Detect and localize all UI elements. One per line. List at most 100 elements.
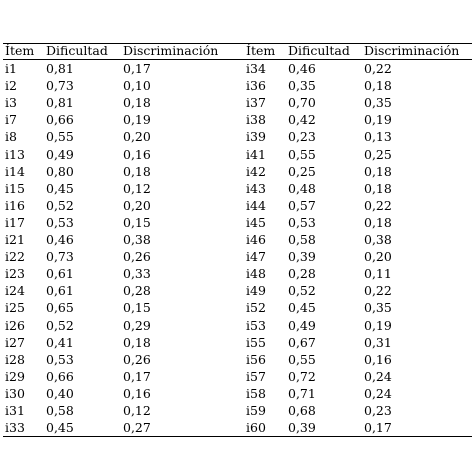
table-cell: 0,28 <box>123 283 151 299</box>
table-cell: 0,52 <box>288 283 316 299</box>
table-cell: i59 <box>246 403 266 418</box>
table-cell: 0,28 <box>288 266 316 282</box>
table-cell: 0,38 <box>364 232 392 247</box>
table-cell: 0,35 <box>288 78 316 94</box>
table-cell: i34 <box>246 61 266 76</box>
table-cell: 0,26 <box>123 249 151 265</box>
table-cell: 0,18 <box>123 95 151 111</box>
table-cell: 0,72 <box>288 368 316 384</box>
table-cell: 0,66 <box>46 368 74 384</box>
table-cell: 0,24 <box>364 385 392 401</box>
table-cell: i16 <box>5 197 25 213</box>
table-cell: 0,49 <box>46 146 74 162</box>
header-cell: Ítem <box>246 43 276 58</box>
table-cell: i57 <box>246 368 266 384</box>
table-cell: i39 <box>246 129 266 145</box>
table-cell: 0,25 <box>364 146 392 162</box>
table-cell: 0,17 <box>123 368 151 384</box>
table-cell: 0,18 <box>123 163 151 179</box>
table-cell: 0,16 <box>123 385 151 401</box>
table-cell: 0,35 <box>364 95 392 111</box>
table-cell: 0,53 <box>46 214 74 230</box>
table-cell: 0,20 <box>123 129 151 145</box>
table-cell: 0,55 <box>288 146 316 162</box>
table-cell: i44 <box>246 197 266 213</box>
table-cell: 0,52 <box>46 197 74 213</box>
table-cell: 0,80 <box>46 163 74 179</box>
table-cell: i29 <box>5 368 25 384</box>
table-cell: 0,38 <box>123 232 151 247</box>
table-cell: i33 <box>5 420 25 436</box>
table-cell: 0,73 <box>46 249 74 265</box>
table-cell: 0,55 <box>288 351 316 367</box>
table-cell: i7 <box>5 112 17 128</box>
table-cell: 0,18 <box>364 163 392 179</box>
table-cell: 0,65 <box>46 300 74 316</box>
table-cell: 0,23 <box>364 403 392 418</box>
table-cell: i48 <box>246 266 266 282</box>
table-cell: 0,61 <box>46 283 74 299</box>
table-cell: 0,46 <box>288 61 316 76</box>
table-cell: 0,52 <box>46 317 74 333</box>
table-cell: 0,39 <box>288 420 316 436</box>
table-cell: i36 <box>246 78 266 94</box>
table-cell: 0,48 <box>288 180 316 196</box>
table-cell: 0,15 <box>123 214 151 230</box>
table-cell: i53 <box>246 317 266 333</box>
table-cell: i45 <box>246 214 266 230</box>
table-cell: 0,57 <box>288 197 316 213</box>
table-cell: 0,12 <box>123 403 151 418</box>
table-cell: i60 <box>246 420 266 436</box>
table-cell: 0,58 <box>46 403 74 418</box>
table-cell: 0,66 <box>46 112 74 128</box>
header-cell: Dificultad <box>46 43 108 58</box>
table-cell: 0,45 <box>46 180 74 196</box>
table-cell: 0,19 <box>364 317 392 333</box>
table-cell: 0,23 <box>288 129 316 145</box>
table-cell: i22 <box>5 249 25 265</box>
table-cell: i30 <box>5 385 25 401</box>
table-cell: 0,55 <box>46 129 74 145</box>
table-cell: 0,67 <box>288 334 316 350</box>
table-cell: 0,24 <box>364 368 392 384</box>
table-cell: 0,29 <box>123 317 151 333</box>
bottom-rule <box>3 436 472 437</box>
table-cell: i58 <box>246 385 266 401</box>
table-cell: i15 <box>5 180 25 196</box>
top-rule <box>3 43 472 44</box>
table-cell: i41 <box>246 146 266 162</box>
table-cell: 0,39 <box>288 249 316 265</box>
table-cell: 0,18 <box>123 334 151 350</box>
table-cell: i26 <box>5 317 25 333</box>
header-cell: Discriminación <box>123 43 219 58</box>
table-cell: i42 <box>246 163 266 179</box>
table-cell: i52 <box>246 300 266 316</box>
table-cell: i27 <box>5 334 25 350</box>
table-cell: i14 <box>5 163 25 179</box>
table-cell: 0,18 <box>364 78 392 94</box>
table-cell: 0,46 <box>46 232 74 247</box>
header-rule <box>3 59 472 60</box>
table-cell: 0,31 <box>364 334 392 350</box>
table-cell: 0,15 <box>123 300 151 316</box>
table-cell: 0,61 <box>46 266 74 282</box>
table-cell: i13 <box>5 146 25 162</box>
header-cell: Discriminación <box>364 43 460 58</box>
table-cell: 0,81 <box>46 61 74 76</box>
table-cell: 0,41 <box>46 334 74 350</box>
table-cell: 0,71 <box>288 385 316 401</box>
table-cell: 0,40 <box>46 385 74 401</box>
table-cell: 0,53 <box>288 214 316 230</box>
table-cell: i2 <box>5 78 17 94</box>
table-cell: 0,49 <box>288 317 316 333</box>
table-cell: i47 <box>246 249 266 265</box>
table-cell: 0,70 <box>288 95 316 111</box>
table-cell: i56 <box>246 351 266 367</box>
table-cell: 0,16 <box>123 146 151 162</box>
header-cell: Ítem <box>5 43 35 58</box>
table-cell: 0,12 <box>123 180 151 196</box>
table-cell: i21 <box>5 232 25 247</box>
table-cell: 0,17 <box>123 61 151 76</box>
table-cell: i25 <box>5 300 25 316</box>
table-cell: i3 <box>5 95 17 111</box>
